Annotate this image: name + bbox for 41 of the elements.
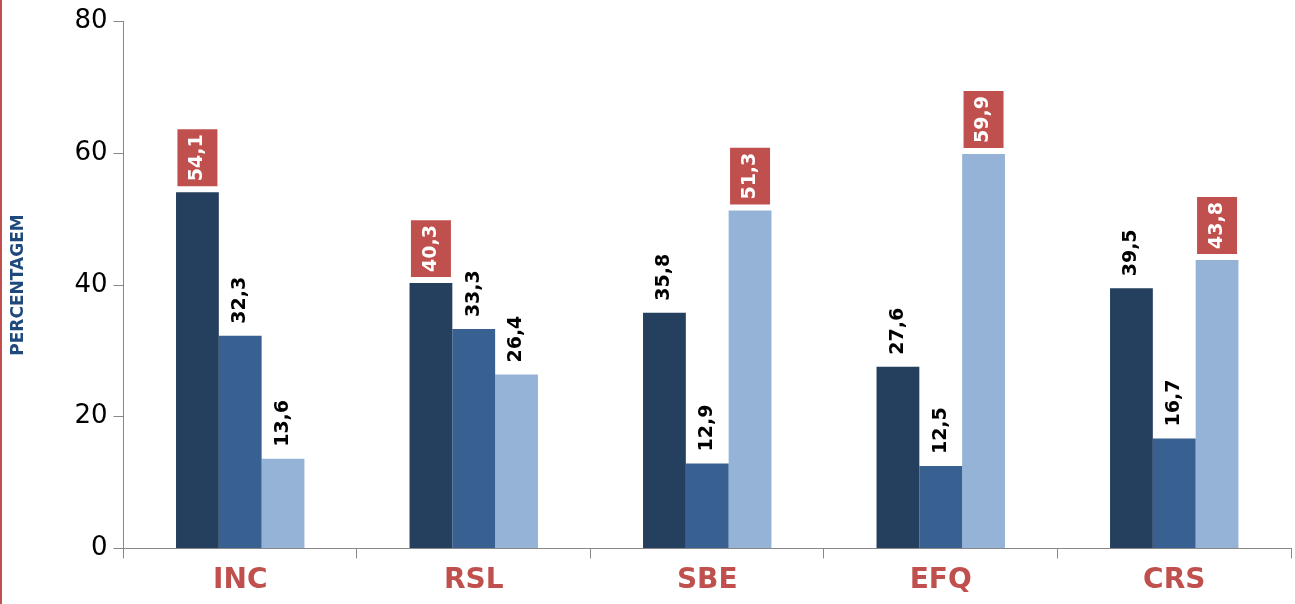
x-tick-label: RSL [443,562,504,596]
bar [728,210,772,548]
data-label: 27,6 [884,307,907,355]
data-label: 59,9 [970,96,993,143]
bar [919,466,963,548]
x-tick-label: CRS [1143,562,1206,596]
bar [176,192,219,548]
y-tick-label: 20 [74,399,108,430]
data-label: 13,6 [269,399,292,447]
bar [685,463,729,548]
bar [261,458,305,548]
bar [962,153,1005,548]
bar [1152,438,1196,548]
bar [876,366,920,548]
bar [1195,259,1239,548]
bar [643,312,686,548]
data-label: 12,9 [694,404,717,452]
y-axis-title: PERCENTAGEM [6,214,27,356]
bar [452,329,496,548]
bar [495,374,538,548]
data-label: 12,5 [927,407,950,455]
data-label: 32,3 [227,276,250,324]
data-label: 16,7 [1161,379,1184,427]
data-label: 40,3 [417,225,440,273]
y-tick-label: 0 [90,531,108,562]
bar [218,335,262,548]
data-label: 51,3 [736,152,759,200]
y-tick-label: 80 [74,4,108,35]
data-label: 33,3 [460,270,483,318]
data-label: 43,8 [1203,202,1226,249]
data-label: 54,1 [184,134,207,182]
data-label: 39,5 [1118,229,1141,277]
bar [1110,288,1153,548]
bar [409,283,453,548]
x-tick-label: EFQ [909,562,972,596]
data-label: 35,8 [651,253,674,301]
x-tick-label: INC [213,562,268,596]
data-label: 26,4 [503,315,526,363]
x-tick-label: SBE [676,562,738,596]
y-tick-label: 60 [74,136,108,167]
y-tick-label: 40 [74,267,108,298]
